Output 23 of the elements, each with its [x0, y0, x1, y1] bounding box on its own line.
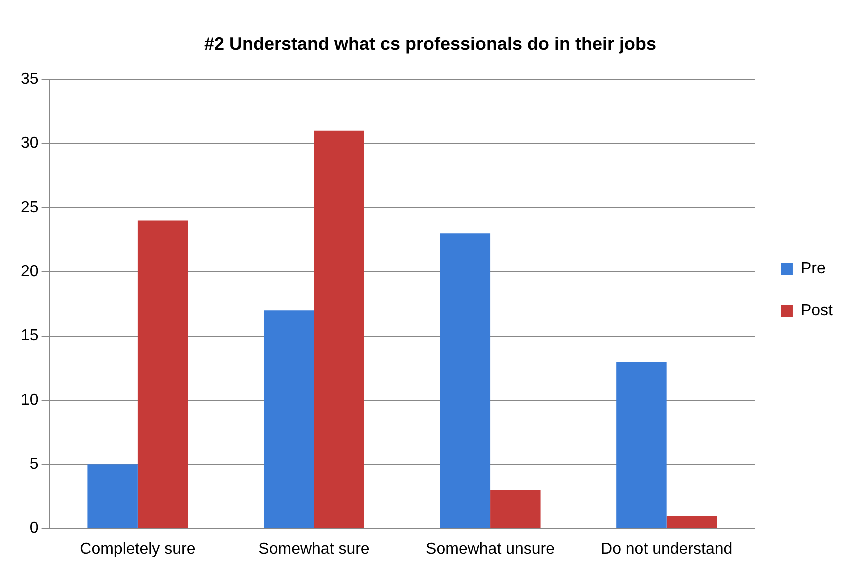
y-tick-label: 0 [30, 520, 39, 538]
legend-label: Post [800, 302, 834, 320]
bar [666, 516, 718, 528]
x-tick-label: Somewhat sure [258, 540, 370, 558]
y-tick-label: 15 [21, 328, 39, 345]
y-tick-label: 10 [21, 392, 39, 409]
x-tick-label: Do not understand [601, 540, 733, 558]
y-tick-label: 20 [21, 264, 39, 281]
y-tick-label: 25 [21, 199, 39, 216]
bar [314, 130, 364, 528]
bar [490, 490, 541, 528]
legend-label: Pre [800, 260, 826, 278]
x-tick-label: Somewhat unsure [426, 540, 556, 558]
bar [440, 234, 491, 528]
bar [138, 220, 188, 528]
bar [616, 362, 667, 528]
bar [88, 464, 138, 528]
x-tick-label: Completely sure [80, 540, 196, 558]
y-tick-label: 35 [21, 71, 39, 88]
bar [264, 310, 314, 528]
chart-title: #2 Understand what cs professionals do in their jobs [204, 34, 657, 54]
y-tick-label: 5 [30, 456, 39, 474]
y-tick-label: 30 [21, 135, 39, 152]
